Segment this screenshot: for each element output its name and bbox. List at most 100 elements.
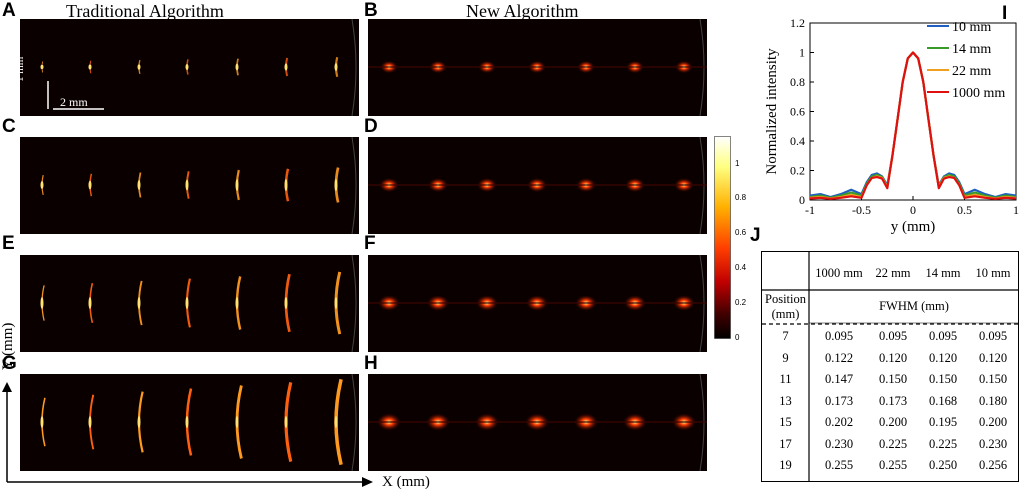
table-cell: 0.120	[878, 350, 908, 365]
psf-arc-core	[40, 181, 44, 189]
legend-label: 14 mm	[952, 42, 991, 57]
table-cell: 0.095	[878, 329, 908, 343]
table-cell: 0.147	[824, 372, 854, 386]
panel-letter-h: H	[364, 353, 378, 374]
y-tick-label: 0.2	[790, 164, 805, 178]
table-row-position: 11	[779, 372, 792, 386]
panel-letter-b: B	[364, 0, 378, 21]
table-cell: 0.095	[928, 329, 958, 343]
x-tick-label: 1	[1013, 203, 1019, 217]
panel-letter-e: E	[2, 233, 15, 254]
psf-arc-core	[88, 297, 92, 309]
new-algorithm-title: New Algorithm	[466, 1, 579, 21]
table-cell: 0.255	[878, 458, 908, 472]
table-cell: 0.225	[928, 436, 958, 451]
y-tick-label: 0.8	[790, 75, 805, 89]
psf-arc-core	[284, 63, 288, 71]
table-cell: 0.200	[978, 415, 1008, 429]
image-panel-f	[368, 255, 707, 352]
psf-arc-core	[137, 416, 141, 428]
table-cell: 0.150	[978, 372, 1008, 386]
table-row-position: 7	[782, 329, 789, 343]
table-cell: 0.122	[824, 350, 854, 365]
image-panel-e	[20, 255, 359, 352]
table-row-position: 17	[779, 436, 792, 451]
y-tick-label: 0	[799, 193, 805, 207]
image-panel-h	[368, 374, 707, 471]
table-cell: 0.256	[978, 458, 1008, 472]
table-cell: 0.230	[978, 436, 1008, 451]
table-col-header-1: 22 mm	[875, 266, 911, 280]
table-col-header-2: 14 mm	[925, 266, 961, 280]
colorbar-tick-0: 0	[735, 333, 740, 342]
psf-arc-core	[40, 416, 44, 428]
psf-arc-core	[40, 297, 44, 309]
x-tick-label: 0	[910, 203, 916, 217]
panel-letter-f: F	[364, 233, 376, 254]
image-panel-d	[368, 137, 707, 234]
table-cell: 0.095	[824, 329, 854, 343]
psf-arc-core	[235, 416, 239, 428]
psf-arc-core	[235, 297, 239, 309]
panel-background	[20, 19, 359, 116]
table-cell: 0.255	[824, 458, 854, 472]
line-chart-i: 0 0.2 0.4 0.6 0.8 1 1.2 -1 -0.5 0 0.5 1 y (mm) Normal…	[764, 16, 1019, 235]
table-row-position: 15	[779, 415, 792, 429]
y-tick-label: 1	[799, 46, 805, 60]
psf-arc-core	[284, 416, 288, 428]
psf-arc-core	[334, 416, 338, 428]
panel-edge	[351, 374, 357, 471]
scale-bars	[47, 81, 104, 110]
psf-arc-core	[137, 64, 141, 70]
table-cell: 0.168	[928, 393, 958, 408]
psf-arc-core	[137, 180, 141, 190]
legend-label: 1000 mm	[952, 86, 1005, 101]
panel-letter-j: J	[750, 225, 761, 246]
table-row-position: 19	[779, 458, 792, 472]
colorbar-tick-0.2: 0.2	[735, 298, 747, 307]
colorbar-tick-0.4: 0.4	[735, 263, 747, 272]
panel-background	[20, 255, 359, 352]
psf-arc-core	[185, 63, 189, 71]
table-cell: 0.173	[824, 393, 854, 408]
overall-y-axis-label: Y (mm)	[0, 322, 16, 370]
legend-label: 22 mm	[952, 64, 991, 79]
x-tick-label: -1	[805, 203, 815, 217]
table-cell: 0.250	[928, 458, 958, 472]
x-tick-label: -0.5	[852, 203, 871, 217]
chart-i-xlabel: y (mm)	[891, 219, 936, 235]
psf-arc-core	[185, 416, 189, 428]
y-tick-label: 0.6	[790, 105, 805, 119]
table-cell: 0.202	[824, 415, 854, 429]
scale-bar-horizontal-label: 2 mm	[60, 95, 88, 109]
panel-letter-i: I	[1002, 3, 1008, 24]
table-row-position: 13	[779, 393, 792, 408]
psf-arc-core	[185, 179, 189, 191]
table-cell: 0.150	[928, 372, 958, 386]
image-panel-g	[20, 374, 359, 471]
fwhm-table-j: 1000 mm 22 mm 14 mm 10 mm FWHM (mm) Posi…	[761, 251, 1019, 482]
psf-arc-core	[137, 297, 141, 309]
panel-background	[20, 137, 359, 234]
series-line-1000-mm	[809, 51, 1017, 200]
table-cell: 0.120	[978, 350, 1008, 365]
table-cell: 0.200	[878, 415, 908, 429]
panel-letter-a: A	[2, 0, 16, 21]
panel-edge	[351, 255, 357, 352]
colorbar-tick-0.6: 0.6	[735, 228, 747, 237]
image-panel-c	[20, 137, 359, 234]
chart-i-ylabel: Normalized intensity	[764, 48, 780, 175]
psf-arc-core	[334, 63, 338, 71]
table-col-header-3: 10 mm	[975, 266, 1011, 280]
table-cell: 0.120	[928, 350, 958, 365]
table-row-header-label: Position (mm)	[765, 292, 806, 321]
psf-arc-core	[284, 179, 288, 191]
y-tick-label: 1.2	[790, 16, 805, 30]
overall-x-axis-label: X (mm)	[382, 474, 430, 490]
panel-letter-c: C	[2, 116, 16, 137]
table-cell: 0.173	[878, 393, 908, 408]
x-tick-label: 0.5	[957, 203, 972, 217]
panel-letter-g: G	[2, 353, 17, 374]
psf-arc-core	[88, 64, 92, 70]
table-cell: 0.180	[978, 393, 1008, 408]
